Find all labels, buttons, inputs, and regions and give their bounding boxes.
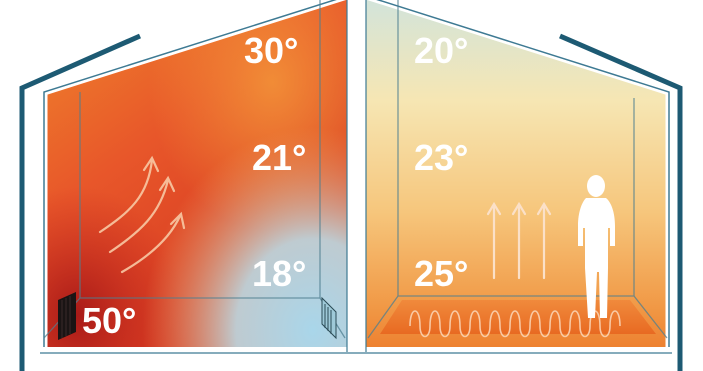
right-temp-bottom: 25°	[414, 253, 468, 294]
radiator-icon	[58, 292, 76, 340]
underfloor-heating-coil	[380, 300, 656, 338]
left-temp-bottom: 18°	[252, 253, 306, 294]
rising-heat-arrows	[486, 201, 552, 280]
left-room-heat-map	[44, 0, 347, 350]
person-silhouette-icon	[578, 175, 615, 318]
curved-warm-air-arrows	[98, 155, 186, 274]
house-outline	[19, 0, 683, 371]
left-temp-top: 30°	[244, 30, 298, 71]
left-temp-middle: 21°	[252, 137, 306, 178]
vent-icon	[321, 296, 337, 340]
right-temp-top: 20°	[414, 30, 468, 71]
right-temp-middle: 23°	[414, 137, 468, 178]
radiator-temp: 50°	[82, 300, 136, 341]
